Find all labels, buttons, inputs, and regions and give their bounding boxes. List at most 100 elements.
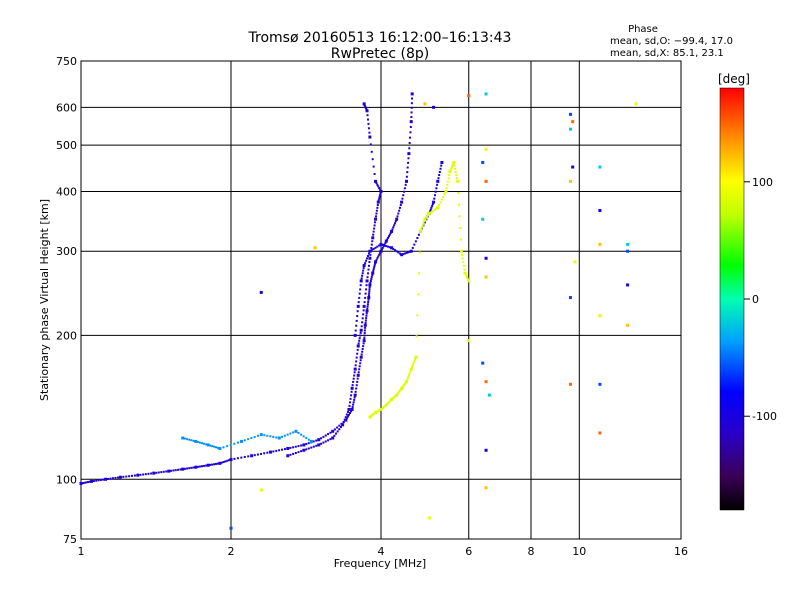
data-point — [367, 301, 370, 304]
data-point — [359, 362, 362, 365]
data-point — [402, 194, 405, 197]
data-point — [467, 94, 471, 98]
data-point — [407, 157, 410, 160]
data-point — [359, 279, 363, 283]
data-point — [281, 435, 284, 438]
data-point — [355, 319, 358, 322]
data-point — [213, 445, 216, 448]
data-point — [216, 446, 219, 449]
data-point — [409, 136, 412, 139]
data-point — [373, 266, 376, 269]
data-point — [481, 217, 485, 221]
data-point — [364, 326, 367, 329]
data-point — [275, 449, 278, 452]
data-point — [457, 192, 460, 195]
data-point — [362, 304, 366, 308]
data-point — [352, 401, 355, 404]
data-point — [446, 183, 449, 186]
data-point — [387, 235, 390, 238]
x-tick-label: 2 — [228, 545, 235, 558]
data-point — [376, 183, 379, 186]
data-point — [411, 364, 414, 367]
data-point — [365, 312, 368, 315]
data-point — [213, 463, 216, 466]
data-point — [226, 445, 229, 448]
data-point — [407, 161, 410, 164]
data-point — [450, 167, 453, 170]
data-point — [398, 389, 401, 392]
data-point — [430, 206, 433, 209]
data-point — [394, 220, 397, 223]
data-point — [403, 187, 406, 190]
data-point — [418, 251, 421, 254]
data-point — [356, 310, 359, 313]
data-point — [205, 443, 208, 446]
data-point — [302, 448, 306, 452]
data-point — [356, 344, 360, 348]
data-point — [364, 106, 367, 109]
data-point — [598, 165, 602, 169]
data-point — [302, 435, 305, 438]
data-point — [233, 442, 236, 445]
data-point — [410, 116, 413, 119]
data-point — [198, 441, 201, 444]
data-point — [206, 463, 210, 467]
data-point — [338, 428, 341, 431]
data-point — [174, 469, 177, 472]
data-point — [414, 355, 418, 359]
data-point — [353, 393, 357, 397]
data-point — [433, 194, 436, 197]
data-point — [414, 358, 417, 361]
data-point — [365, 259, 368, 262]
data-point — [367, 298, 370, 301]
data-point — [194, 465, 198, 469]
data-point — [369, 143, 372, 146]
data-point — [107, 477, 110, 480]
data-point — [344, 418, 348, 422]
data-point — [192, 439, 195, 442]
data-point — [418, 229, 422, 233]
data-point — [393, 249, 396, 252]
data-point — [363, 331, 366, 334]
data-point — [114, 476, 117, 479]
data-point — [392, 226, 395, 229]
data-point — [286, 454, 290, 458]
data-point — [247, 438, 250, 441]
data-point — [598, 242, 602, 246]
data-point — [260, 452, 263, 455]
data-point — [365, 107, 368, 110]
data-point — [359, 288, 362, 291]
data-point — [357, 301, 360, 304]
data-point — [387, 236, 390, 239]
data-point — [462, 261, 465, 264]
data-point — [313, 246, 317, 250]
data-point — [405, 251, 408, 254]
data-point — [317, 443, 321, 447]
data-point — [157, 471, 160, 474]
data-point — [465, 276, 468, 279]
data-point — [381, 246, 384, 249]
data-point — [436, 179, 440, 183]
data-point — [368, 288, 371, 291]
data-point — [395, 250, 398, 253]
data-point — [465, 274, 468, 277]
data-point — [626, 283, 630, 287]
data-point — [320, 437, 323, 440]
data-point — [211, 463, 214, 466]
data-point — [373, 264, 376, 267]
data-point — [383, 244, 386, 247]
data-point — [400, 200, 404, 204]
data-point — [598, 209, 602, 213]
data-point — [374, 262, 377, 265]
data-point — [95, 479, 98, 482]
data-point — [355, 387, 358, 390]
data-point — [568, 127, 572, 131]
data-point — [571, 120, 575, 124]
data-point — [379, 192, 382, 195]
data-point — [390, 229, 394, 233]
data-point — [352, 380, 355, 383]
data-point — [383, 243, 386, 246]
data-point — [275, 436, 278, 439]
data-point — [256, 434, 259, 437]
data-point — [92, 480, 95, 483]
